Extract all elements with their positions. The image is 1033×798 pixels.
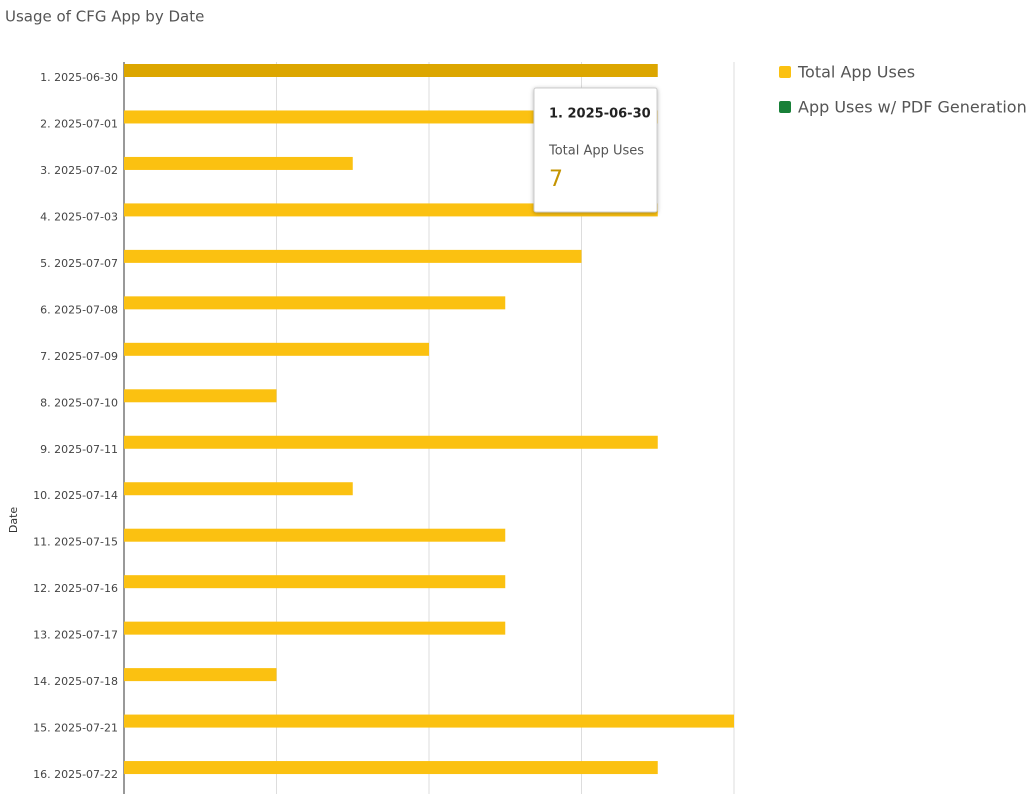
bar [124, 714, 734, 728]
y-tick-label: 5. 2025-07-07 [40, 257, 118, 270]
y-tick-label: 6. 2025-07-08 [40, 303, 118, 316]
bar [124, 528, 506, 542]
bar [124, 249, 582, 263]
bar [124, 110, 658, 124]
legend-swatch [779, 66, 791, 78]
tooltip: 1. 2025-06-30 Total App Uses 7 [533, 87, 658, 213]
y-tick-label: 1. 2025-06-30 [40, 71, 118, 84]
bar [124, 435, 658, 449]
chart-title: Usage of CFG App by Date [5, 8, 204, 26]
legend-label: App Uses w/ PDF Generation [798, 98, 1027, 117]
legend-swatch [779, 101, 791, 113]
y-tick-label: 8. 2025-07-10 [40, 396, 118, 409]
y-tick-label: 3. 2025-07-02 [40, 164, 118, 177]
y-tick-label: 2. 2025-07-01 [40, 117, 118, 130]
bar [124, 156, 353, 170]
bar [124, 761, 658, 775]
bar [124, 482, 353, 496]
bar [124, 575, 506, 589]
tooltip-value: 7 [549, 167, 563, 192]
bar [124, 296, 506, 310]
y-tick-label: 4. 2025-07-03 [40, 210, 118, 223]
y-tick-label: 16. 2025-07-22 [33, 768, 118, 781]
tooltip-box [533, 87, 658, 213]
bar [124, 668, 277, 682]
y-tick-label: 9. 2025-07-11 [40, 443, 118, 456]
y-tick-label: 12. 2025-07-16 [33, 582, 118, 595]
y-tick-label: 7. 2025-07-09 [40, 350, 118, 363]
y-axis-title: Date [7, 507, 20, 534]
bar [124, 342, 429, 356]
legend-label: Total App Uses [797, 63, 915, 82]
bar [124, 389, 277, 403]
y-tick-label: 10. 2025-07-14 [33, 489, 118, 502]
y-tick-label: 15. 2025-07-21 [33, 722, 118, 735]
y-tick-label: 11. 2025-07-15 [33, 536, 118, 549]
y-tick-label: 14. 2025-07-18 [33, 675, 118, 688]
y-tick-label: 13. 2025-07-17 [33, 629, 118, 642]
tooltip-category: 1. 2025-06-30 [549, 107, 651, 122]
bar [124, 621, 506, 635]
tooltip-series: Total App Uses [548, 144, 644, 159]
bar [124, 203, 658, 217]
bar [124, 64, 658, 77]
